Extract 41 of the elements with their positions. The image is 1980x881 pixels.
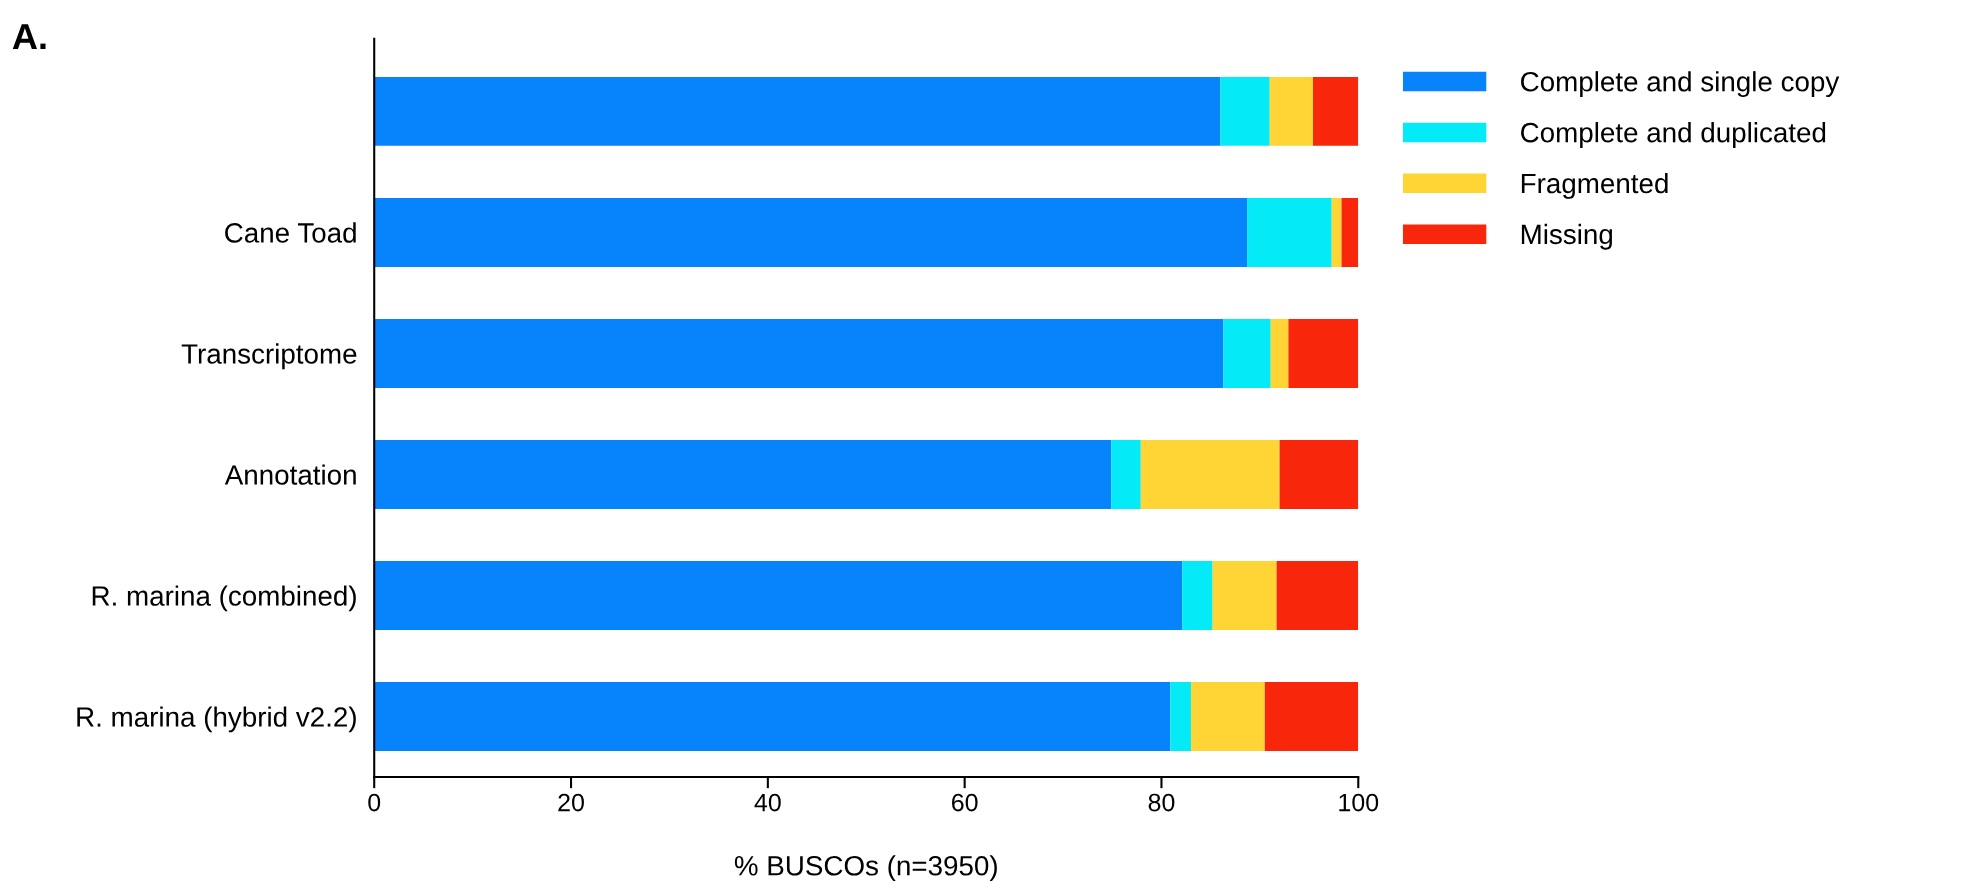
- legend-label: Complete and duplicated: [1521, 122, 1826, 148]
- bar: [1182, 561, 1213, 630]
- text: A.: [12, 24, 46, 49]
- legend-label: Missing: [1521, 223, 1612, 250]
- bar: [1170, 682, 1191, 752]
- bar: [1288, 318, 1359, 388]
- bar: [374, 197, 1248, 267]
- bar: [1269, 76, 1314, 146]
- y-tick-label: Annotation: [224, 464, 356, 485]
- bar: [374, 318, 1224, 388]
- bar: [1212, 561, 1277, 630]
- x-tick-label: 40: [754, 793, 781, 812]
- bar: [1331, 197, 1342, 267]
- bar: [1220, 76, 1270, 146]
- bar: [1223, 318, 1271, 388]
- bar: [374, 682, 1171, 752]
- x-tick-label: 60: [952, 793, 978, 812]
- x-axis-title: % BUSCOs (n=3950): [734, 855, 997, 881]
- x-tick-label: 100: [1339, 793, 1379, 812]
- bar: [1111, 439, 1141, 509]
- legend-label: Fragmented: [1521, 172, 1668, 199]
- x-tick-label: 20: [558, 793, 584, 812]
- bar: [1270, 318, 1289, 388]
- bar: [374, 76, 1221, 146]
- bar: [1247, 197, 1332, 267]
- bar: [1276, 561, 1359, 630]
- bar: [1190, 682, 1265, 752]
- bar: [374, 561, 1183, 630]
- bar: [1313, 76, 1359, 146]
- bar: [1140, 439, 1280, 509]
- x-tick-label: 0: [368, 793, 381, 812]
- y-tick-label: R. marina (hybrid v2.2): [77, 706, 356, 733]
- bar: [374, 439, 1112, 509]
- y-tick-label: Cane Toad: [225, 222, 356, 243]
- y-tick-label: Transcriptome: [181, 343, 357, 370]
- bar: [1341, 197, 1359, 267]
- x-tick-label: 80: [1148, 793, 1175, 812]
- legend-label: Complete and single copy: [1521, 71, 1840, 98]
- y-tick-label: R. marina (combined): [92, 585, 356, 612]
- bar: [1279, 439, 1359, 509]
- bar: [1264, 682, 1359, 752]
